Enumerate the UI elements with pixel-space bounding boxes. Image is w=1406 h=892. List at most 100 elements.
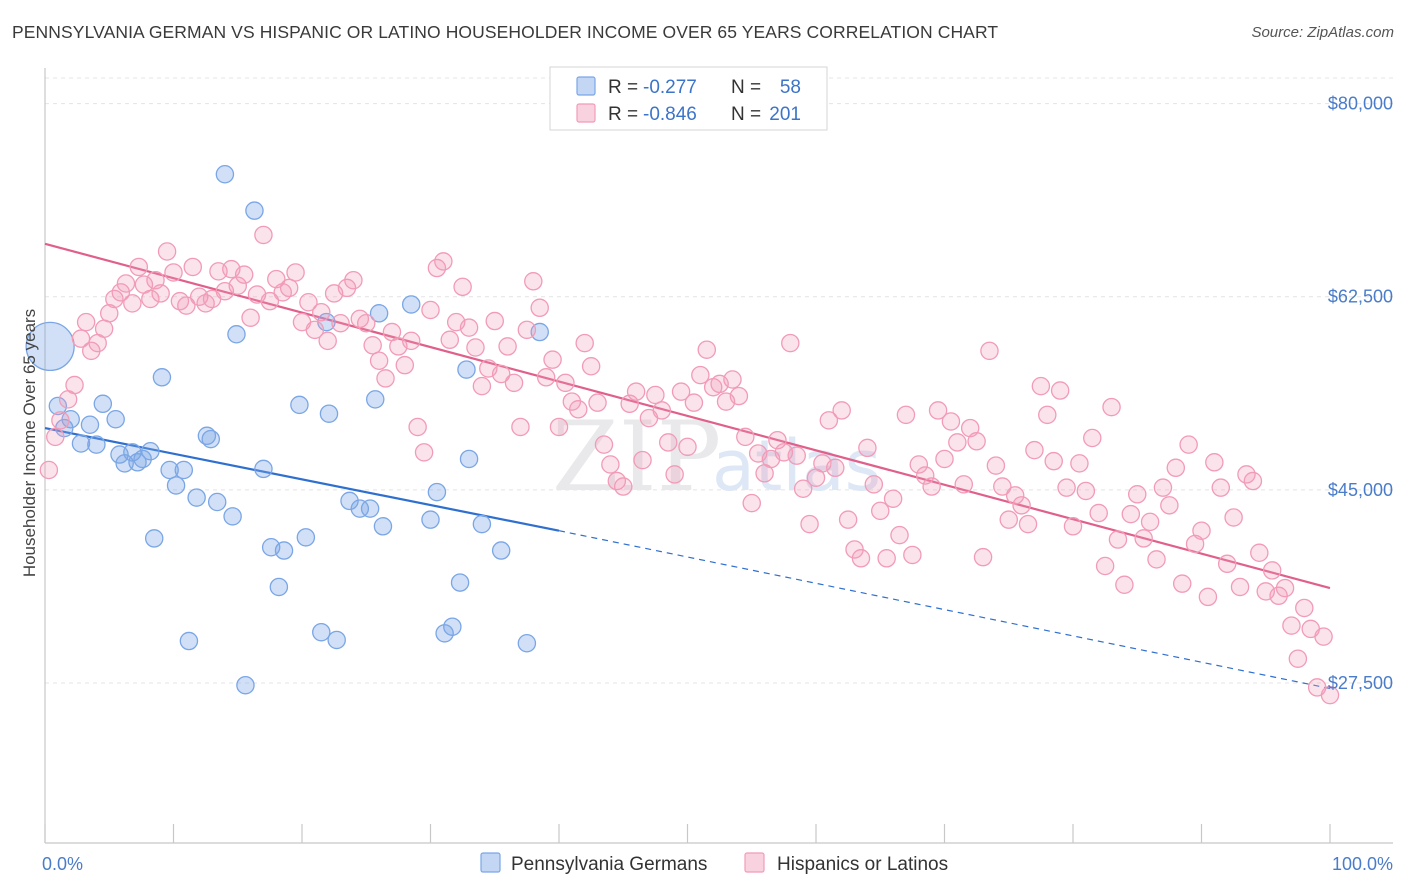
point-pennsylvania-germans (296, 528, 316, 547)
legend-n-label: N = (731, 104, 761, 125)
point-hispanics-or-latinos (46, 427, 65, 447)
legend-n-value: 58 (780, 77, 801, 98)
point-hispanics-or-latinos (1057, 478, 1076, 497)
point-hispanics-or-latinos (948, 433, 967, 452)
point-hispanics-or-latinos (498, 337, 517, 356)
point-hispanics-or-latinos (594, 435, 614, 454)
legend-label-pennsylvania-germans: Pennsylvania Germans (511, 854, 707, 875)
point-hispanics-or-latinos (485, 311, 504, 331)
point-pennsylvania-germans (360, 499, 380, 518)
point-pennsylvania-germans (174, 460, 194, 480)
point-pennsylvania-germans (179, 631, 199, 651)
point-hispanics-or-latinos (980, 341, 999, 361)
point-hispanics-or-latinos (793, 479, 813, 499)
point-pennsylvania-germans (435, 624, 454, 643)
point-hispanics-or-latinos (877, 549, 896, 568)
point-hispanics-or-latinos (1282, 616, 1301, 635)
series-legend: Pennsylvania Germans Hispanics or Latino… (480, 852, 948, 875)
point-pennsylvania-germans (340, 491, 359, 511)
point-pennsylvania-germans (312, 622, 331, 642)
point-pennsylvania-germans (144, 529, 164, 548)
point-hispanics-or-latinos (1005, 486, 1025, 505)
trend-line-extension (558, 530, 1331, 690)
x-tick-label: 0.0% (42, 854, 83, 874)
point-hispanics-or-latinos (954, 475, 974, 494)
point-hispanics-or-latinos (123, 294, 142, 313)
point-hispanics-or-latinos (1224, 508, 1243, 527)
point-pennsylvania-germans (427, 482, 447, 502)
point-pennsylvania-germans (319, 404, 339, 423)
point-hispanics-or-latinos (935, 449, 954, 469)
point-hispanics-or-latinos (254, 225, 273, 245)
legend-r-label: R = (608, 77, 638, 98)
point-hispanics-or-latinos (1115, 575, 1134, 595)
point-pennsylvania-germans (236, 675, 255, 695)
point-hispanics-or-latinos (1275, 578, 1295, 598)
point-hispanics-or-latinos (305, 320, 325, 340)
legend-r-label: R = (608, 104, 638, 125)
point-pennsylvania-germans (245, 201, 264, 220)
point-hispanics-or-latinos (1095, 556, 1115, 576)
point-hispanics-or-latinos (973, 547, 993, 567)
legend-n-label: N = (731, 77, 761, 98)
point-hispanics-or-latinos (652, 401, 672, 420)
point-pennsylvania-germans (80, 415, 100, 435)
point-hispanics-or-latinos (1314, 627, 1333, 646)
point-hispanics-or-latinos (51, 411, 70, 430)
point-hispanics-or-latinos (157, 242, 177, 261)
point-hispanics-or-latinos (524, 272, 543, 291)
point-pennsylvania-germans (106, 409, 125, 429)
point-hispanics-or-latinos (1108, 530, 1128, 549)
point-pennsylvania-germans (48, 396, 68, 416)
point-hispanics-or-latinos (1134, 529, 1153, 548)
point-hispanics-or-latinos (466, 338, 485, 357)
data-points (25, 165, 1340, 705)
point-pennsylvania-germans (491, 541, 511, 560)
point-hispanics-or-latinos (967, 432, 986, 451)
point-hispanics-or-latinos (453, 277, 472, 297)
point-pennsylvania-germans (365, 390, 385, 409)
point-hispanics-or-latinos (1128, 485, 1147, 504)
point-hispanics-or-latinos (39, 460, 59, 480)
point-hispanics-or-latinos (1063, 517, 1083, 536)
point-hispanics-or-latinos (1288, 649, 1308, 668)
point-hispanics-or-latinos (556, 373, 575, 393)
legend-label-hispanics-or-latinos: Hispanics or Latinos (777, 854, 948, 875)
y-tick-label: $80,000 (1328, 94, 1393, 114)
point-hispanics-or-latinos (633, 450, 652, 470)
point-hispanics-or-latinos (279, 278, 299, 298)
point-hispanics-or-latinos (1160, 496, 1179, 515)
point-pennsylvania-germans (160, 460, 179, 480)
point-hispanics-or-latinos (1012, 496, 1031, 515)
point-hispanics-or-latinos (1320, 685, 1340, 705)
point-hispanics-or-latinos (1089, 503, 1108, 523)
point-hispanics-or-latinos (312, 302, 331, 322)
point-hispanics-or-latinos (177, 296, 196, 315)
point-hispanics-or-latinos (511, 417, 530, 437)
point-hispanics-or-latinos (1172, 574, 1192, 593)
point-hispanics-or-latinos (1205, 453, 1224, 472)
point-hispanics-or-latinos (504, 373, 524, 393)
point-hispanics-or-latinos (993, 477, 1012, 496)
point-hispanics-or-latinos (116, 274, 136, 293)
y-tick-label: $27,500 (1328, 673, 1393, 693)
point-hispanics-or-latinos (928, 401, 948, 420)
x-tick-labels: 0.0% 100.0% (42, 854, 1393, 874)
point-hispanics-or-latinos (986, 456, 1006, 475)
point-hispanics-or-latinos (318, 331, 337, 351)
point-hispanics-or-latinos (459, 318, 479, 337)
point-hispanics-or-latinos (94, 319, 114, 338)
point-hispanics-or-latinos (100, 304, 119, 323)
point-pennsylvania-germans (327, 630, 346, 650)
correlation-legend: R = -0.277 N = 58 R = -0.846 N = 201 (549, 66, 828, 131)
y-tick-labels: $27,500 $45,000 $62,500 $80,000 (1328, 94, 1393, 693)
legend-r-value: -0.846 (643, 104, 697, 125)
point-pennsylvania-germans (254, 459, 273, 479)
point-hispanics-or-latinos (151, 284, 170, 303)
point-hispanics-or-latinos (1147, 550, 1166, 569)
point-hispanics-or-latinos (915, 466, 935, 485)
point-hispanics-or-latinos (1038, 405, 1057, 425)
watermark-zip: ZIP (552, 401, 721, 513)
point-hispanics-or-latinos (781, 333, 800, 353)
